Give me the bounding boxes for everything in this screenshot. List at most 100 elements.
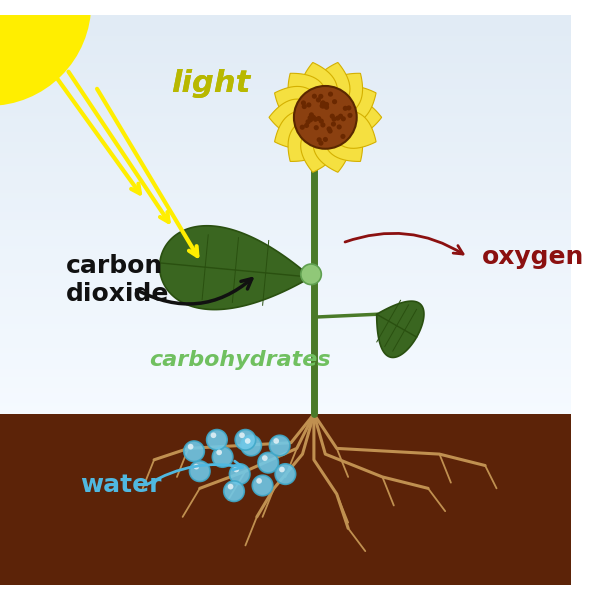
Bar <box>0 334 571 337</box>
Bar <box>0 321 571 323</box>
Bar <box>0 403 571 406</box>
Bar <box>0 358 571 361</box>
Bar <box>0 233 571 236</box>
Bar <box>0 68 571 71</box>
Bar <box>0 44 571 47</box>
Bar <box>0 244 571 247</box>
Bar <box>0 201 571 204</box>
Bar <box>0 406 571 409</box>
Bar <box>0 377 571 380</box>
Circle shape <box>241 435 262 456</box>
Bar <box>0 350 571 353</box>
Polygon shape <box>288 73 328 118</box>
Circle shape <box>324 104 329 110</box>
Circle shape <box>320 103 326 109</box>
Text: carbon
dioxide: carbon dioxide <box>65 254 169 306</box>
Bar <box>0 47 571 49</box>
Bar <box>0 28 571 31</box>
Bar <box>0 361 571 364</box>
Bar <box>0 41 571 44</box>
Bar <box>0 262 571 265</box>
Polygon shape <box>325 99 382 136</box>
Circle shape <box>274 438 279 444</box>
Circle shape <box>252 475 273 496</box>
Bar <box>0 228 571 230</box>
Circle shape <box>235 430 256 450</box>
Bar <box>0 110 571 113</box>
Polygon shape <box>275 111 325 148</box>
Circle shape <box>306 103 311 107</box>
Circle shape <box>319 140 323 146</box>
Bar <box>0 100 571 103</box>
Bar <box>0 38 571 41</box>
Bar <box>0 65 571 68</box>
Bar <box>0 238 571 241</box>
Circle shape <box>217 449 222 455</box>
Bar <box>0 175 571 177</box>
Bar <box>0 86 571 89</box>
Circle shape <box>275 464 296 484</box>
Bar <box>0 310 571 313</box>
Bar <box>0 116 571 119</box>
Polygon shape <box>325 86 376 124</box>
Bar <box>0 294 571 297</box>
Bar <box>0 60 571 62</box>
Circle shape <box>228 484 233 490</box>
Bar <box>0 153 571 156</box>
Circle shape <box>308 115 313 121</box>
Circle shape <box>305 119 311 124</box>
Circle shape <box>239 433 245 438</box>
Circle shape <box>335 116 340 121</box>
Bar <box>0 345 571 347</box>
Bar <box>0 289 571 292</box>
Circle shape <box>206 430 227 450</box>
Bar <box>0 313 571 316</box>
Circle shape <box>331 116 337 122</box>
Circle shape <box>331 121 336 127</box>
Bar <box>0 281 571 284</box>
Bar <box>0 230 571 233</box>
Circle shape <box>311 115 316 120</box>
Bar <box>0 55 571 57</box>
Bar <box>0 409 571 412</box>
Circle shape <box>188 444 193 449</box>
Bar <box>0 278 571 281</box>
Polygon shape <box>323 117 362 161</box>
Bar <box>0 214 571 217</box>
Bar <box>0 172 571 175</box>
Bar <box>0 204 571 206</box>
Bar <box>0 305 571 308</box>
Polygon shape <box>301 118 337 172</box>
Bar <box>0 292 571 294</box>
Bar <box>0 161 571 164</box>
Circle shape <box>341 116 346 121</box>
Polygon shape <box>323 73 362 118</box>
Bar <box>0 353 571 356</box>
Circle shape <box>294 86 357 149</box>
Bar <box>0 84 571 86</box>
Bar <box>0 76 571 79</box>
Bar <box>0 401 571 403</box>
Bar <box>0 249 571 251</box>
Bar <box>0 49 571 52</box>
Polygon shape <box>313 62 350 118</box>
Circle shape <box>262 455 268 461</box>
Bar <box>0 366 571 369</box>
Bar <box>0 299 571 302</box>
Bar <box>0 347 571 350</box>
Bar <box>0 374 571 377</box>
Circle shape <box>193 464 199 470</box>
Bar <box>0 257 571 260</box>
Bar <box>0 318 571 321</box>
Bar <box>0 166 571 169</box>
Circle shape <box>318 94 323 99</box>
Bar <box>0 297 571 299</box>
Polygon shape <box>288 117 328 161</box>
Circle shape <box>224 481 244 502</box>
Bar <box>0 275 571 278</box>
Bar <box>0 89 571 92</box>
Bar <box>0 148 571 151</box>
Circle shape <box>190 461 210 481</box>
Bar <box>0 97 571 100</box>
Bar <box>0 395 571 398</box>
